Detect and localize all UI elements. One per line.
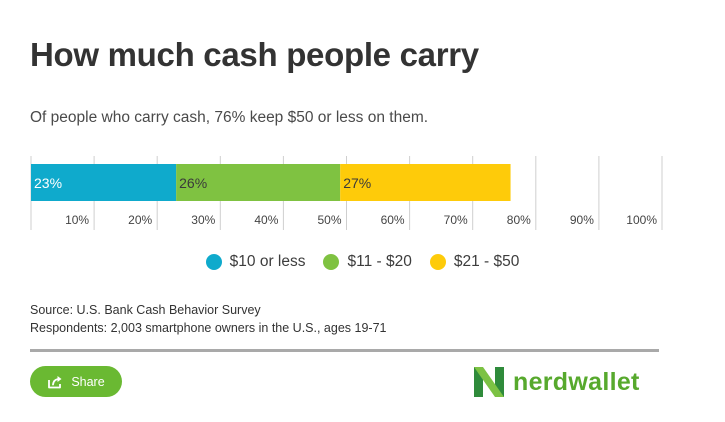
chart-subtitle: Of people who carry cash, 76% keep $50 o… (30, 109, 429, 126)
share-button[interactable]: Share (30, 366, 122, 397)
x-tick-label: 80% (507, 213, 531, 227)
bar-data-label: 23% (34, 175, 62, 191)
x-tick-label: 30% (191, 213, 215, 227)
legend-item: $21 - $50 (429, 253, 520, 271)
x-tick-label: 40% (254, 213, 278, 227)
x-tick-label: 90% (570, 213, 594, 227)
logo-text: nerdwallet (513, 367, 640, 396)
chart-notes: Source: U.S. Bank Cash Behavior Survey R… (30, 301, 386, 337)
x-tick-label: 70% (444, 213, 468, 227)
x-tick-label: 10% (65, 213, 89, 227)
bar-data-label: 26% (179, 175, 207, 191)
legend-item: $11 - $20 (323, 253, 412, 271)
bar-data-label: 27% (343, 175, 371, 191)
x-axis-ticks: 10% 20% 30% 40% 50% 60% 70% 80% 90% 100% (65, 213, 657, 227)
legend-label: $11 - $20 (347, 253, 412, 270)
stacked-bar-chart: 23% 26% 27% 10% 20% 30% 40% 50% 60% 70% 80% 90% 100… (30, 156, 663, 230)
legend-label: $10 or less (229, 253, 306, 270)
legend-dot-icon (323, 254, 340, 270)
divider (30, 349, 659, 352)
legend-dot-icon (429, 254, 446, 270)
legend-dot-icon (205, 254, 222, 270)
legend-label: $21 - $50 (453, 253, 520, 270)
nerdwallet-logo[interactable]: nerdwallet (474, 367, 640, 397)
legend-item: $10 or less (205, 253, 306, 271)
source-note: Source: U.S. Bank Cash Behavior Survey (30, 303, 261, 317)
share-icon (48, 375, 62, 388)
x-tick-label: 20% (128, 213, 152, 227)
share-label: Share (71, 374, 105, 389)
respondents-note: Respondents: 2,003 smartphone owners in … (30, 321, 387, 335)
page-title: How much cash people carry (30, 36, 479, 73)
bar-segment-1 (31, 164, 177, 201)
x-tick-label: 50% (317, 213, 341, 227)
bar-segment-3 (340, 164, 511, 201)
nerdwallet-logo-icon (474, 367, 504, 397)
bar-segment-2 (176, 164, 341, 201)
x-tick-label: 100% (626, 213, 657, 227)
bar-segments: 23% 26% 27% (31, 164, 511, 201)
chart-legend: $10 or less $11 - $20 $21 - $50 (0, 253, 725, 271)
x-tick-label: 60% (381, 213, 405, 227)
